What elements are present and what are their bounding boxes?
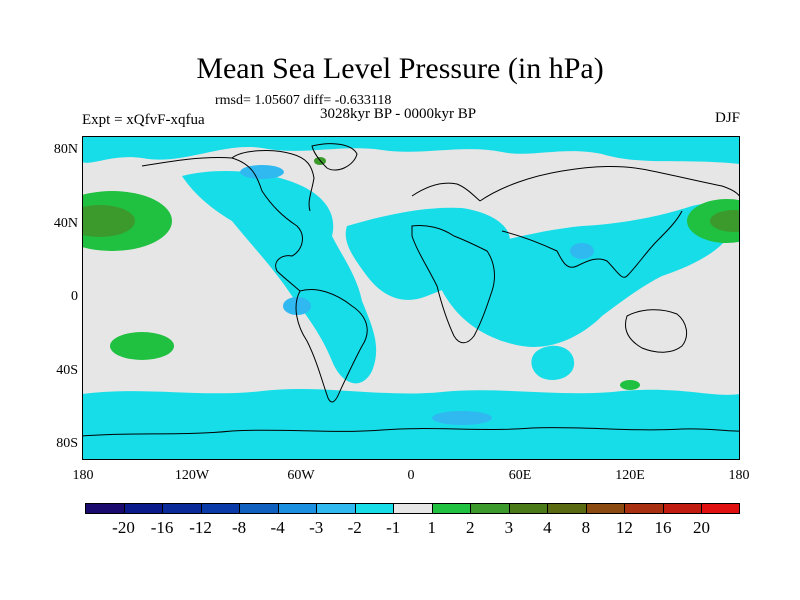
deep-negative-spot-3 [432, 411, 492, 425]
southern-ocean-anomaly [82, 388, 740, 460]
colorbar-swatch [662, 503, 702, 514]
americas-anomaly [182, 171, 377, 384]
lat-label-80n: 80N [53, 142, 78, 157]
chart-title: Mean Sea Level Pressure (in hPa) [196, 52, 604, 85]
colorbar-swatch [200, 503, 240, 514]
north-pacific-west-positive-core [82, 205, 135, 237]
lon-label-60w: 60W [287, 468, 315, 483]
deep-negative-spot-1 [283, 297, 311, 315]
colorbar-label: 1 [427, 518, 437, 537]
deep-negative-spot-4 [240, 165, 284, 179]
experiment-label: Expt = xQfvF-xqfua [82, 112, 205, 128]
colorbar-swatch [354, 503, 394, 514]
lon-label-60e: 60E [508, 468, 532, 483]
colorbar-label: -12 [189, 518, 212, 537]
colorbar-swatch [431, 503, 471, 514]
southern-indian-positive [620, 380, 640, 390]
south-atlantic-patch [531, 345, 575, 381]
lon-label-120e: 120E [615, 468, 645, 483]
colorbar-swatch [316, 503, 355, 514]
colorbar-swatch [277, 503, 317, 514]
colorbar-label: 12 [615, 518, 633, 537]
south-pacific-positive [110, 332, 174, 360]
lat-label-0: 0 [71, 289, 78, 304]
colorbar-label: -16 [150, 518, 174, 537]
colorbar-swatch [701, 503, 740, 514]
colorbar-swatch [508, 503, 548, 514]
colorbar-swatch [123, 503, 163, 514]
colorbar-label: 2 [466, 518, 475, 537]
colorbar-swatch [470, 503, 509, 514]
season-label: DJF [714, 110, 740, 126]
colorbar-label: 16 [654, 518, 672, 537]
lon-label-120w: 120W [174, 468, 210, 483]
colorbar [85, 503, 740, 514]
colorbar-label: -2 [347, 518, 362, 537]
pressure-map [82, 136, 740, 460]
coastlines [82, 143, 740, 437]
colorbar-swatch [547, 503, 586, 514]
lon-label-0: 0 [407, 468, 415, 483]
colorbar-label: 20 [692, 518, 710, 537]
north-pacific-east-positive-core [710, 210, 740, 232]
colorbar-label: 4 [543, 518, 552, 537]
colorbar-label: -8 [232, 518, 247, 537]
colorbar-label: -20 [112, 518, 135, 537]
lat-label-40n: 40N [53, 216, 78, 231]
stats-text: rmsd= 1.05607 diff= -0.633118 [215, 93, 392, 108]
arctic-anomaly [82, 136, 740, 164]
deep-negative-spot-2 [570, 243, 594, 259]
colorbar-swatch [585, 503, 625, 514]
period-text: 3028kyr BP - 0000kyr BP [320, 106, 477, 122]
colorbar-swatch [162, 503, 201, 514]
lat-label-80s: 80S [56, 436, 78, 451]
lon-label-180e: 180 [728, 468, 750, 483]
map-frame [82, 136, 740, 460]
colorbar-swatch [393, 503, 432, 514]
colorbar-label: -1 [386, 518, 401, 537]
lat-label-40s: 40S [56, 363, 78, 378]
colorbar-label: -3 [309, 518, 324, 537]
colorbar-swatch [239, 503, 278, 514]
colorbar-swatch [85, 503, 124, 514]
colorbar-label: 8 [581, 518, 591, 537]
colorbar-label: -4 [270, 518, 285, 537]
colorbar-swatch [624, 503, 663, 514]
colorbar-label: 3 [504, 518, 514, 537]
lon-label-180w: 180 [72, 468, 94, 483]
